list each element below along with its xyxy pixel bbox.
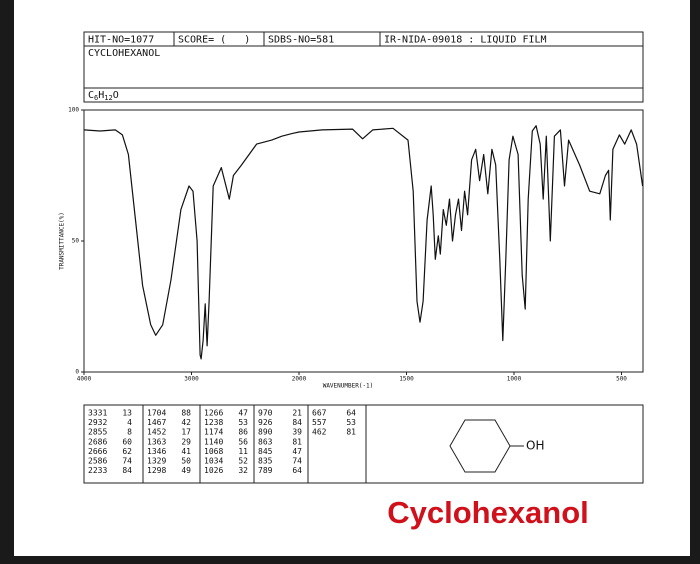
- peak-wavenumber: 1452: [147, 428, 166, 437]
- peak-transmittance: 81: [346, 428, 356, 437]
- peak-wavenumber: 1140: [204, 437, 223, 446]
- peak-wavenumber: 1068: [204, 447, 223, 456]
- x-tick-label: 4000: [77, 376, 92, 383]
- peak-wavenumber: 1298: [147, 466, 166, 475]
- peak-transmittance: 84: [292, 418, 302, 427]
- formula-subscript: 12: [104, 94, 112, 102]
- peak-wavenumber: 1034: [204, 457, 223, 466]
- peak-transmittance: 8: [127, 428, 132, 437]
- peak-wavenumber: 1174: [204, 428, 223, 437]
- peak-wavenumber: 1704: [147, 409, 166, 418]
- peak-wavenumber: 845: [258, 447, 273, 456]
- y-axis-label: TRANSMITTANCE(%): [59, 212, 66, 270]
- y-tick-label: 50: [72, 238, 80, 245]
- peak-wavenumber: 2932: [88, 418, 107, 427]
- sdbs-no: SDBS-NO=581: [268, 35, 334, 46]
- peak-transmittance: 88: [181, 409, 191, 418]
- formula-subscript: 6: [94, 94, 98, 102]
- peak-transmittance: 56: [238, 437, 248, 446]
- peak-wavenumber: 667: [312, 409, 327, 418]
- peak-transmittance: 60: [122, 437, 132, 446]
- x-tick-label: 2000: [292, 376, 307, 383]
- peak-transmittance: 53: [238, 418, 248, 427]
- peak-transmittance: 47: [238, 409, 248, 418]
- peak-wavenumber: 1329: [147, 457, 166, 466]
- peak-transmittance: 29: [181, 437, 191, 446]
- peak-transmittance: 74: [122, 457, 132, 466]
- peak-wavenumber: 557: [312, 418, 327, 427]
- peak-transmittance: 42: [181, 418, 191, 427]
- peak-wavenumber: 2586: [88, 457, 107, 466]
- plot-frame: [83, 109, 644, 373]
- x-axis-label: WAVENUMBER(-1): [323, 383, 374, 390]
- peak-transmittance: 52: [238, 457, 248, 466]
- y-tick-label: 100: [68, 107, 79, 114]
- peak-transmittance: 17: [181, 428, 191, 437]
- peak-wavenumber: 3331: [88, 409, 107, 418]
- peak-table: [83, 404, 644, 484]
- peak-transmittance: 13: [122, 409, 132, 418]
- ir-id: IR-NIDA-09018 : LIQUID FILM: [384, 35, 547, 46]
- formula: C6H12O: [88, 90, 119, 102]
- peak-wavenumber: 970: [258, 409, 273, 418]
- peak-wavenumber: 1266: [204, 409, 223, 418]
- compound-name: CYCLOHEXANOL: [88, 48, 160, 59]
- peak-transmittance: 64: [292, 466, 302, 475]
- formula-element: C: [88, 90, 94, 101]
- peak-wavenumber: 863: [258, 437, 273, 446]
- score: SCORE= ( ): [178, 35, 250, 46]
- peak-transmittance: 4: [127, 418, 132, 427]
- peak-transmittance: 84: [122, 466, 132, 475]
- x-tick-label: 500: [616, 376, 627, 383]
- structure: [449, 419, 524, 473]
- caption: Cyclohexanol: [387, 495, 589, 530]
- edge: [0, 556, 700, 564]
- peak-transmittance: 62: [122, 447, 132, 456]
- peak-wavenumber: 2855: [88, 428, 107, 437]
- peak-transmittance: 49: [181, 466, 191, 475]
- peak-transmittance: 21: [292, 409, 302, 418]
- x-tick-label: 1000: [507, 376, 522, 383]
- peak-wavenumber: 1467: [147, 418, 166, 427]
- peak-transmittance: 32: [238, 466, 248, 475]
- formula-element: O: [113, 90, 119, 101]
- y-tick-label: 0: [75, 369, 79, 376]
- peak-transmittance: 39: [292, 428, 302, 437]
- peak-wavenumber: 835: [258, 457, 273, 466]
- x-tick-label: 3000: [184, 376, 199, 383]
- structure-label: OH: [526, 439, 544, 453]
- edge: [0, 0, 14, 564]
- hit-no: HIT-NO=1077: [88, 35, 154, 46]
- peak-wavenumber: 462: [312, 428, 327, 437]
- peak-wavenumber: 1238: [204, 418, 223, 427]
- peak-transmittance: 50: [181, 457, 191, 466]
- peak-transmittance: 53: [346, 418, 356, 427]
- peak-wavenumber: 789: [258, 466, 273, 475]
- peak-wavenumber: 1026: [204, 466, 223, 475]
- peak-transmittance: 86: [238, 428, 248, 437]
- peak-transmittance: 64: [346, 409, 356, 418]
- peak-wavenumber: 2686: [88, 437, 107, 446]
- edge: [690, 0, 700, 564]
- peak-transmittance: 41: [181, 447, 191, 456]
- peak-transmittance: 74: [292, 457, 302, 466]
- peak-wavenumber: 890: [258, 428, 273, 437]
- peak-wavenumber: 2666: [88, 447, 107, 456]
- header: HIT-NO=1077 SCORE= ( ) SDBS-NO=581 IR-NI…: [83, 31, 644, 103]
- peak-wavenumber: 926: [258, 418, 273, 427]
- peak-wavenumber: 1346: [147, 447, 166, 456]
- peak-transmittance: 81: [292, 437, 302, 446]
- peak-transmittance: 11: [238, 447, 248, 456]
- x-tick-label: 1500: [399, 376, 414, 383]
- peak-wavenumber: 1363: [147, 437, 166, 446]
- peak-wavenumber: 2233: [88, 466, 107, 475]
- spectrum-line: [83, 125, 644, 360]
- formula-element: H: [98, 90, 104, 101]
- peak-transmittance: 47: [292, 447, 302, 456]
